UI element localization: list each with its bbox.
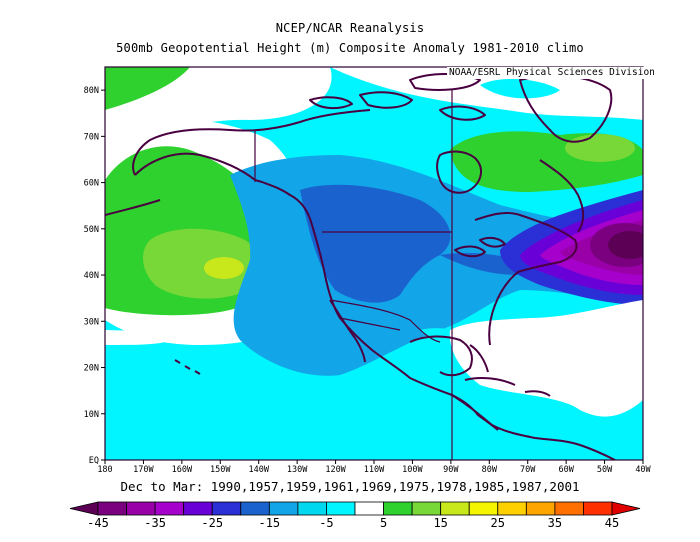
colorbar-high-arrow — [611, 501, 641, 516]
colorbar-label: -15 — [258, 516, 280, 530]
lon-tick-label: 90W — [443, 465, 459, 475]
lat-tick-label: 50N — [84, 225, 99, 235]
lat-tick-label: 60N — [84, 179, 99, 189]
colorbar-box — [525, 501, 556, 516]
colorbar-label: -5 — [319, 516, 333, 530]
colorbar-box — [468, 501, 499, 516]
lat-tick-label: 30N — [84, 317, 99, 327]
colorbar-box — [268, 501, 299, 516]
colorbar-box — [583, 501, 613, 516]
colorbar-box — [354, 501, 384, 516]
lon-tick-label: 150W — [210, 465, 231, 475]
lon-tick-label: 70W — [520, 465, 536, 475]
lon-tick-label: 160W — [172, 465, 193, 475]
colorbar-box — [497, 501, 527, 516]
longitude-axis: 180 170W 160W 150W 140W 130W 120W 110W 100W 90W 80… — [97, 460, 652, 475]
colorbar-boxes — [69, 501, 641, 516]
colorbar-box — [154, 501, 185, 516]
lon-tick-label: 170W — [133, 465, 154, 475]
chart-title: NCEP/NCAR Reanalysis — [275, 21, 425, 35]
colorbar-label: -45 — [87, 516, 109, 530]
lon-tick-label: 50W — [597, 465, 613, 475]
coastlines — [105, 73, 616, 460]
colorbar-label: -25 — [201, 516, 223, 530]
borders — [254, 90, 453, 460]
lon-tick-label: 60W — [558, 465, 574, 475]
lon-tick-label: 130W — [287, 465, 308, 475]
colorbar-box — [411, 501, 442, 516]
colorbar-label: 25 — [491, 516, 505, 530]
colorbar-box — [554, 501, 584, 516]
colorbar-box — [211, 501, 242, 516]
lon-tick-label: 40W — [635, 465, 651, 475]
lon-tick-label: 140W — [248, 465, 269, 475]
credit-label: NOAA/ESRL Physical Sciences Division — [447, 67, 657, 79]
colorbar-label: 5 — [380, 516, 387, 530]
colorbar-box — [97, 501, 127, 516]
anomaly-fill — [105, 67, 643, 460]
lat-tick-label: 10N — [84, 410, 99, 420]
lon-tick-label: 110W — [364, 465, 385, 475]
lat-tick-label: 40N — [84, 271, 99, 281]
colorbar-box — [297, 501, 327, 516]
colorbar-low-arrow — [69, 501, 99, 516]
lat-tick-label: 20N — [84, 364, 99, 374]
colorbar-label: 35 — [548, 516, 562, 530]
lat-tick-label: EQ — [89, 456, 99, 466]
colorbar-labels: -45 -35 -25 -15 -5 5 15 25 35 45 — [87, 516, 619, 530]
latitude-axis: EQ 10N 20N 30N 40N 50N 60N 70N 80N — [84, 86, 105, 466]
date-label: Dec to Mar: 1990,1957,1959,1961,1969,197… — [120, 479, 580, 494]
lat-tick-label: 70N — [84, 132, 99, 142]
colorbar-box — [240, 501, 270, 516]
colorbar-box — [326, 501, 356, 516]
lat-tick-label: 80N — [84, 86, 99, 96]
colorbar-label: 45 — [605, 516, 619, 530]
lon-tick-label: 80W — [482, 465, 498, 475]
lon-tick-label: 120W — [325, 465, 346, 475]
colorbar-label: -35 — [144, 516, 166, 530]
lon-tick-label: 180 — [97, 465, 112, 475]
colorbar-box — [183, 501, 213, 516]
chart-subtitle: 500mb Geopotential Height (m) Composite … — [116, 41, 584, 55]
colorbar-label: 15 — [433, 516, 447, 530]
colorbar-box — [383, 501, 413, 516]
colorbar-box — [126, 501, 156, 516]
colorbar-box — [440, 501, 470, 516]
lon-tick-label: 100W — [402, 465, 423, 475]
